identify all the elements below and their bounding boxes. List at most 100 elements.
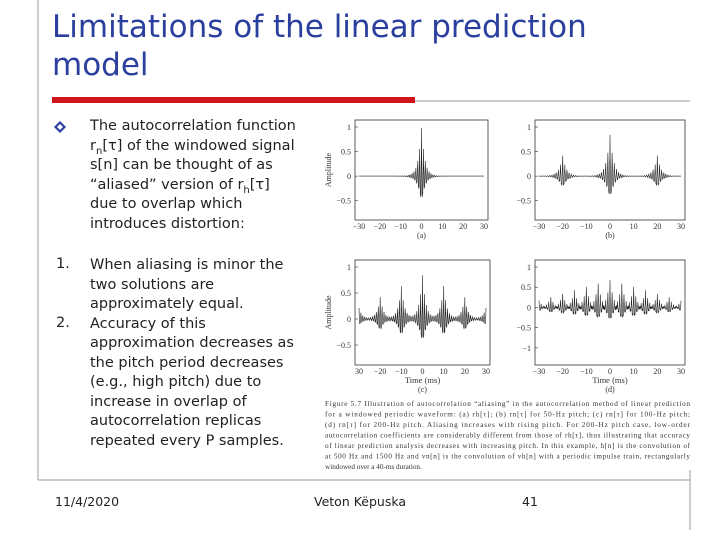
plot-frame [354,119,489,221]
text-run: r [90,137,96,154]
x-tick-label: 10 [438,222,446,231]
x-axis-label: Time (ms) [405,375,441,385]
bullet-line: “aliased” version of rh[τ] [90,176,270,200]
x-tick-label: 20 [653,367,661,376]
text-run: s[n] can be thought of as [90,157,273,173]
text-run: [τ] of the windowed signal [102,137,295,154]
text-run: due to overlap which [90,196,243,212]
caption-line: for a windowed periodic waveform: (a) rh… [325,411,690,419]
numbered-line: increase in overlap of [90,393,247,410]
y-tick-label: −1 [522,344,531,353]
footer-date: 11/4/2020 [55,494,120,509]
x-tick-label: −30 [533,222,546,231]
x-tick-label: −20 [556,222,569,231]
title: model [52,47,149,83]
waveform [539,134,681,194]
subscript: n [95,145,103,157]
caption-line: Figure 5.7 Illustration of autocorrelati… [325,400,690,408]
x-tick-label: 30 [355,367,363,376]
caption-line: at 500 Hz and 1500 Hz and vn[n] is the c… [325,453,690,461]
numbered-line: approximately equal. [90,296,244,312]
numbered-line: Accuracy of this [90,315,206,332]
x-axis-label: Time (ms) [592,375,628,385]
numbered-line: the pitch period decreases [90,354,284,371]
title-rule [52,97,415,103]
x-tick-label: 20 [461,367,469,376]
plot-frame [354,259,491,366]
x-tick-label: 0 [421,367,425,376]
y-axis-label: Amplitude [324,295,333,330]
y-tick-label: 1 [527,123,531,132]
x-tick-label: 10 [630,222,638,231]
x-tick-label: −10 [394,222,407,231]
x-tick-label: 20 [459,222,467,231]
y-tick-label: 1 [347,263,351,272]
y-tick-label: 0 [527,172,531,181]
y-tick-label: 0.5 [341,289,351,298]
numbered-line: repeated every P samples. [90,432,284,449]
number-marker: 1. [56,256,70,272]
waveform [358,275,487,338]
numbered-line: approximation decreases as [90,335,294,351]
y-tick-label: 1 [347,123,351,132]
x-tick-label: −10 [580,222,593,231]
x-tick-label: 30 [677,222,685,231]
panel-label: (a) [417,231,426,240]
bullet-line: introduces distortion: [90,215,245,235]
x-tick-label: 20 [653,222,661,231]
numbered-line: (e.g., high pitch) due to [90,374,262,390]
panel-label: (c) [418,385,427,394]
x-tick-label: 30 [480,222,488,231]
text-run: “aliased” version of r [90,176,244,193]
bullet-line: The autocorrelation function [90,117,296,137]
caption-line: windowed over a 40-ms duration. [325,463,422,471]
bullet-line: rn[τ] of the windowed signal [90,137,295,161]
x-tick-label: 0 [608,222,612,231]
footer-page: 41 [522,494,538,509]
y-tick-label: 0 [347,172,351,181]
waveform [538,279,682,319]
y-tick-label: −0.5 [516,197,531,206]
x-tick-label: 10 [440,367,448,376]
text-run: introduces distortion: [90,215,245,232]
bullet-line: s[n] can be thought of as [90,156,273,176]
subscript: h [243,184,250,196]
y-tick-label: 1 [527,263,531,272]
x-tick-label: −30 [533,367,546,376]
footer-author: Veton Këpuska [314,494,407,509]
plot-frame [534,119,686,221]
panel-label: (d) [605,385,615,394]
x-tick-label: 0 [420,222,424,231]
waveform [359,127,484,197]
title: Limitations of the linear prediction [52,9,587,45]
x-tick-label: 10 [630,367,638,376]
y-tick-label: −0.5 [516,324,531,333]
numbered-line: autocorrelation replicas [90,413,262,429]
plot-frame [534,259,686,366]
bullet-line: due to overlap which [90,195,242,215]
bullet-diamond-inner [57,124,63,130]
caption-line: of linear prediction analysis decreases … [325,442,691,450]
x-tick-label: −10 [580,367,593,376]
numbered-line: two solutions are [90,276,215,293]
y-axis-label: Amplitude [324,152,333,187]
text-run: The autocorrelation function [90,118,296,134]
x-tick-label: −20 [556,367,569,376]
x-tick-label: 30 [482,367,490,376]
y-tick-label: −0.5 [336,197,351,206]
number-marker: 2. [56,314,70,331]
y-tick-label: 0 [347,315,351,324]
x-tick-label: 30 [677,367,685,376]
panel-label: (b) [605,231,615,240]
y-tick-label: 0.5 [521,283,531,292]
x-tick-label: −10 [395,367,408,376]
y-tick-label: 0 [527,303,531,312]
caption-line: autocorrelation coefficients are conside… [325,432,690,440]
y-tick-label: 0.5 [341,148,351,157]
text-run: [τ] [249,176,270,193]
x-tick-label: −20 [374,367,387,376]
caption-line: (d) rn[τ] for 200-Hz pitch. Aliasing inc… [325,421,691,429]
x-tick-label: −30 [353,222,366,231]
